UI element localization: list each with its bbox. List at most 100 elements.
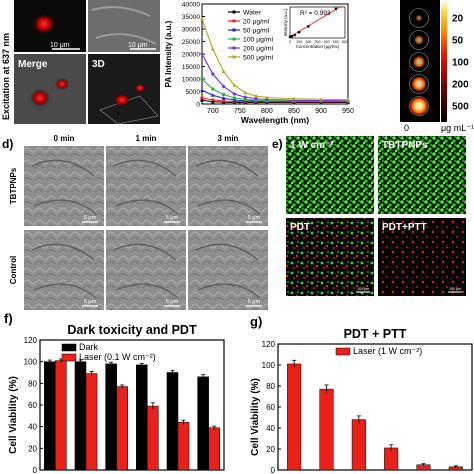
tube-signal xyxy=(415,14,423,22)
data-point xyxy=(211,100,215,104)
bar xyxy=(197,376,209,471)
y-tick-label: 25000 xyxy=(182,39,200,46)
tile-label: TBTPNPs xyxy=(382,140,428,151)
data-point xyxy=(222,99,226,103)
tile-label: PDT xyxy=(290,222,310,233)
data-point xyxy=(254,94,259,98)
y-tick-label: 5000 xyxy=(186,89,201,96)
x-tick-label: 800 xyxy=(261,108,273,115)
legend-label: 100 μg/ml xyxy=(243,37,273,44)
y-tick-label: 40 xyxy=(28,423,37,432)
y-tick-label: 30000 xyxy=(182,27,200,34)
cell-outline xyxy=(195,159,261,215)
fluorescence-tile xyxy=(378,218,466,296)
tube-signal xyxy=(414,35,424,45)
legend-marker xyxy=(232,28,236,32)
panel-f-chart: f) Dark toxicity and PDT 0 20 40 60 80 100 120 Ce… xyxy=(4,311,225,474)
inset-x-label: Concentration (μg/mL) xyxy=(296,44,340,49)
data-point xyxy=(232,98,237,102)
inset-y-label: Intensity (a.u.) xyxy=(283,8,288,36)
dic-tile xyxy=(106,146,186,226)
y-tick-label: 20 xyxy=(266,445,275,454)
y-tick-label: 35000 xyxy=(182,14,200,21)
y-tick-label: 10000 xyxy=(182,77,200,84)
panel-label: g) xyxy=(250,314,262,329)
data-point xyxy=(254,96,259,101)
legend-swatch xyxy=(61,343,77,352)
time-label: 1 min xyxy=(136,134,157,143)
data-point xyxy=(200,88,204,92)
cell-signal xyxy=(32,13,56,35)
bar xyxy=(85,373,98,471)
scale-bar-label: 5 μm xyxy=(166,299,179,305)
inset-x-tick-label: 200 xyxy=(305,40,311,44)
tube-signal xyxy=(413,56,425,68)
scale-bar-label: 100 μm xyxy=(357,287,369,291)
y-axis-label: Cell Viability (%) xyxy=(250,378,261,456)
series-line xyxy=(201,78,348,102)
y-tick-label: 100 xyxy=(24,358,38,367)
data-point xyxy=(211,98,215,102)
y-tick-label: 0 xyxy=(271,466,276,474)
inset-x-tick-label: 400 xyxy=(324,40,330,44)
panel-g-chart: g) PDT + PTT 0 20 40 60 80 100 120 Cell Viability… xyxy=(250,314,473,474)
data-point xyxy=(243,95,248,100)
concentration-label: 20 xyxy=(452,14,464,25)
cell-outline xyxy=(113,159,179,215)
inset-x-tick-label: 0 xyxy=(289,40,291,44)
inset-point xyxy=(334,7,338,11)
legend-label: 500 μg/ml xyxy=(243,55,273,62)
cell-outline xyxy=(113,243,179,299)
excitation-label: Excitation at 637 nm xyxy=(1,33,11,120)
inset-point xyxy=(293,33,296,37)
merge-label: Merge xyxy=(18,59,48,70)
concentration-label: 100 xyxy=(452,58,469,69)
x-tick-label: 900 xyxy=(315,108,327,115)
unit-label: μg mL⁻¹ xyxy=(441,123,474,133)
cell-outline xyxy=(195,243,261,299)
legend-swatch xyxy=(335,347,351,356)
scale-bar-label: 5 μm xyxy=(166,215,179,221)
scale-bar-label: 5 μm xyxy=(248,215,261,221)
data-point xyxy=(200,98,204,102)
inset-r2: R² = 0.993 xyxy=(300,10,331,17)
data-point xyxy=(210,72,215,76)
inset-point xyxy=(288,35,292,39)
inset-point xyxy=(290,35,294,38)
cell-outline xyxy=(31,243,97,299)
bar xyxy=(55,360,67,471)
y-tick-label: 0 xyxy=(33,466,38,474)
legend-label: Laser (0.1 W cm⁻²) xyxy=(79,352,156,362)
tube-signal xyxy=(411,76,427,92)
bar xyxy=(136,364,148,471)
dic-tile xyxy=(24,146,104,226)
3d-label: 3D xyxy=(92,59,105,70)
tile-label: 1 W cm⁻² xyxy=(290,140,334,151)
fluorescence-tile xyxy=(378,136,466,214)
x-tick-label: 950 xyxy=(342,108,354,115)
data-point xyxy=(243,98,247,101)
dic-tile xyxy=(188,230,268,310)
cell-signal xyxy=(134,83,146,93)
data-point xyxy=(232,92,237,96)
y-tick-label: 80 xyxy=(28,379,37,388)
panel-d: d) 0 min 1 min 3 min 5 μm 5 μm 5 μm TBTPNPs 5 μ… xyxy=(2,134,268,310)
panel-e: e) 1 W cm⁻² TBTPNPs PDT 100 μm PDT+PTT 100 μm xyxy=(272,136,466,296)
scale-bar-label: 5 μm xyxy=(84,299,97,305)
data-point xyxy=(291,96,296,101)
y-tick-label: 0 xyxy=(196,102,200,109)
legend-label: 20 μg/ml xyxy=(243,19,270,26)
concentration-label: 50 xyxy=(452,36,464,47)
data-point xyxy=(318,97,323,101)
data-point xyxy=(346,97,350,102)
panel-label: f) xyxy=(4,311,13,326)
concentration-label: 500 xyxy=(452,102,469,113)
panel-b-chart: 0500010000150002000025000300003500040000… xyxy=(164,2,354,126)
legend-marker xyxy=(232,37,236,41)
legend-label: Dark xyxy=(79,342,99,352)
time-label: 3 min xyxy=(218,134,239,143)
cell-outline xyxy=(31,159,97,215)
data-point xyxy=(211,87,215,91)
bar xyxy=(166,372,179,471)
